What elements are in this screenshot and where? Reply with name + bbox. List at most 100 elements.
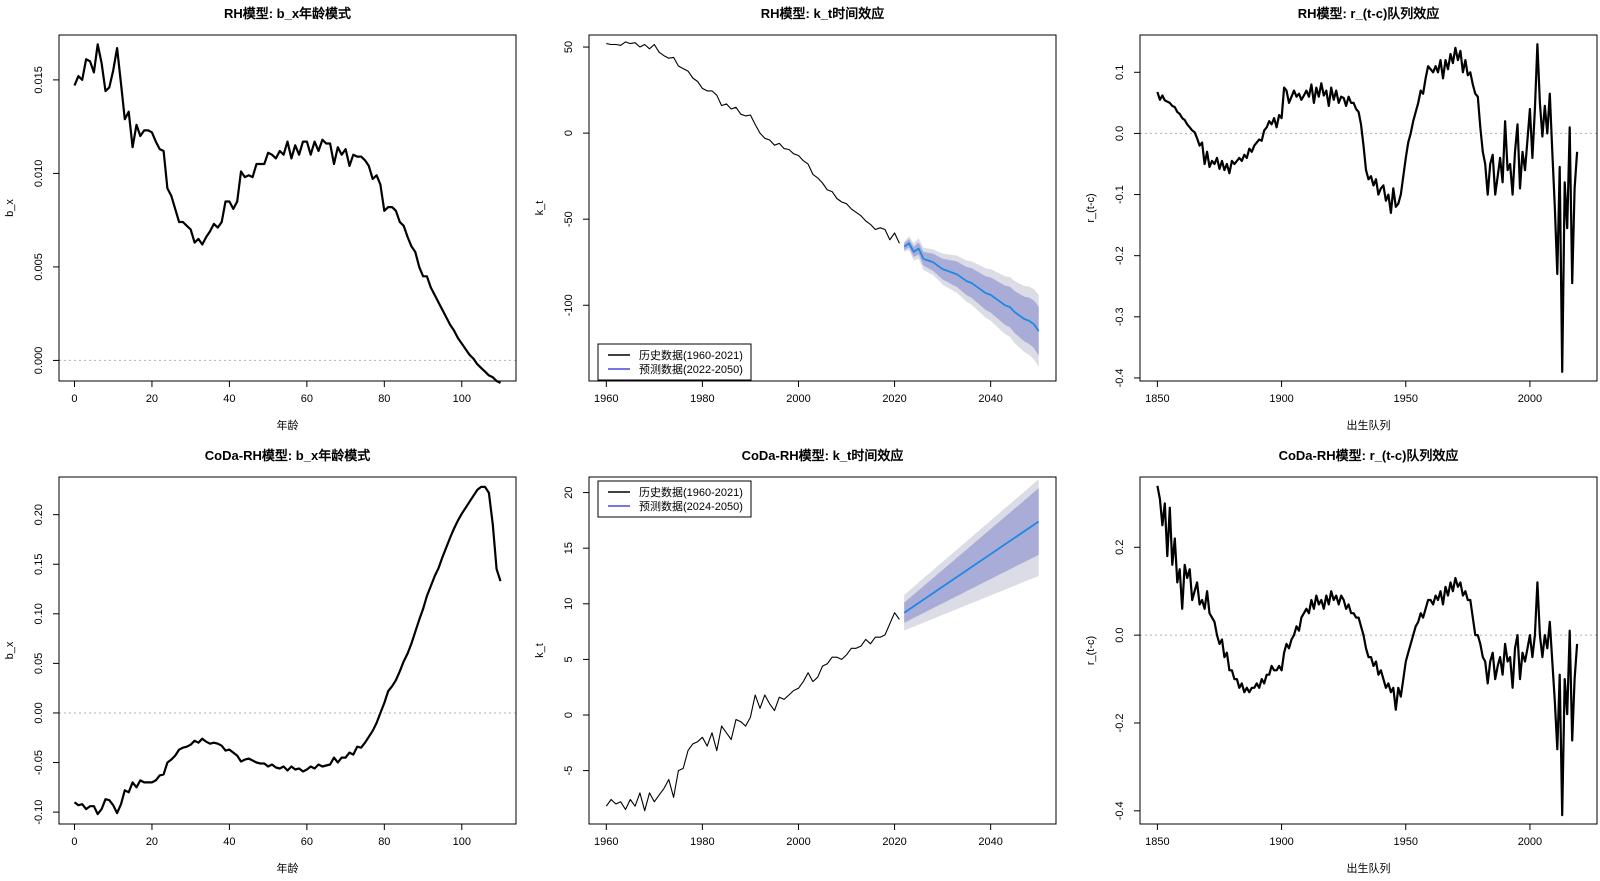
x-axis-label: 出生队列 <box>1347 418 1391 432</box>
chart-title: RH模型: k_t时间效应 <box>761 6 885 21</box>
x-tick-label: 2000 <box>1518 836 1542 848</box>
y-tick-label: -0.2 <box>1114 713 1126 732</box>
y-tick-label: 15 <box>563 542 575 554</box>
x-tick-label: 2000 <box>786 836 810 848</box>
y-tick-label: 5 <box>563 656 575 662</box>
series-line <box>73 485 502 816</box>
x-tick-label: 40 <box>223 836 235 848</box>
panel-2: RH模型: k_t时间效应 1960 1980 2000 2020 2040 -100 -50… <box>534 6 1057 405</box>
x-tick-label: 60 <box>301 393 313 405</box>
x-tick-label: 40 <box>223 393 235 405</box>
y-tick-label: -0.4 <box>1114 801 1126 820</box>
x-tick-label: 100 <box>453 836 471 848</box>
y-tick-label: 20 <box>563 486 575 498</box>
x-tick-label: 1900 <box>1269 393 1293 405</box>
history-line <box>605 612 900 812</box>
y-axis-label: k_t <box>534 201 546 216</box>
x-axis-label: 年龄 <box>277 418 299 432</box>
y-tick-label: 0.00 <box>33 702 45 723</box>
x-tick-label: 2040 <box>978 393 1002 405</box>
y-tick-label: 0 <box>563 130 575 136</box>
x-tick-label: 2000 <box>1518 393 1542 405</box>
y-axis-label: r_(t-c) <box>1085 193 1097 222</box>
legend-label: 预测数据(2022-2050) <box>639 362 743 376</box>
y-axis-label: b_x <box>4 641 16 659</box>
y-tick-label: 0.10 <box>33 603 45 624</box>
x-tick-label: 1980 <box>690 393 714 405</box>
y-tick-label: 0.1 <box>1114 65 1126 80</box>
series-line <box>1156 43 1579 373</box>
series-line <box>1156 485 1579 817</box>
x-axis-label: 出生队列 <box>1347 861 1391 875</box>
y-tick-label: 10 <box>563 598 575 610</box>
y-tick-label: -50 <box>563 211 575 227</box>
chart-title: CoDa-RH模型: r_(t-c)队列效应 <box>1279 448 1459 463</box>
x-tick-label: 20 <box>146 836 158 848</box>
history-line <box>606 41 900 244</box>
legend-label: 历史数据(1960-2021) <box>639 485 743 499</box>
panel-3: RH模型: r_(t-c)队列效应 1850 1900 1950 2000 -0.4 -0.… <box>1085 6 1598 432</box>
x-tick-label: 2020 <box>882 393 906 405</box>
plot-frame <box>1139 34 1598 382</box>
series-line <box>73 43 501 384</box>
plot-frame <box>58 476 517 825</box>
x-tick-label: 2020 <box>882 836 906 848</box>
y-tick-label: 0.2 <box>1114 540 1126 555</box>
y-tick-label: 0.20 <box>33 504 45 525</box>
chart-title: CoDa-RH模型: b_x年龄模式 <box>205 448 370 463</box>
chart-title: RH模型: r_(t-c)队列效应 <box>1298 6 1440 21</box>
x-tick-label: 2040 <box>978 836 1002 848</box>
y-axis-label: r_(t-c) <box>1085 636 1097 665</box>
legend-box <box>597 480 752 518</box>
plot-frame <box>1139 476 1598 825</box>
panel-1: RH模型: b_x年龄模式 0 20 40 60 80 100 0.000 0.005 0.010… <box>4 6 517 432</box>
legend-label: 预测数据(2024-2050) <box>639 499 743 513</box>
forecast-line <box>903 520 1040 614</box>
y-axis-label: k_t <box>534 643 546 658</box>
y-tick-label: -5 <box>563 766 575 776</box>
y-tick-label: -0.2 <box>1114 246 1126 265</box>
x-tick-label: 100 <box>453 393 471 405</box>
x-tick-label: 1850 <box>1145 836 1169 848</box>
legend-label: 历史数据(1960-2021) <box>639 348 743 362</box>
x-tick-label: 1950 <box>1394 836 1418 848</box>
x-axis-label: 年龄 <box>277 861 299 875</box>
panel-5: CoDa-RH模型: k_t时间效应 1960 1980 2000 2020 2040 -5… <box>534 448 1057 848</box>
plot-frame <box>58 34 517 382</box>
y-tick-label: 0.000 <box>33 347 45 375</box>
x-tick-label: 2000 <box>786 393 810 405</box>
x-tick-label: 0 <box>71 393 77 405</box>
plot-frame <box>588 476 1057 825</box>
x-tick-label: 1960 <box>594 393 618 405</box>
forecast-interval-80 <box>904 238 1039 356</box>
y-tick-label: 0.05 <box>33 653 45 674</box>
y-tick-label: -0.10 <box>33 800 45 825</box>
y-tick-label: 0 <box>563 712 575 718</box>
y-tick-label: -0.3 <box>1114 307 1126 326</box>
y-tick-label: -0.05 <box>33 750 45 775</box>
y-tick-label: 0.015 <box>33 66 45 94</box>
legend-box <box>597 343 752 381</box>
y-tick-label: -100 <box>563 294 575 316</box>
x-tick-label: 1950 <box>1394 393 1418 405</box>
y-tick-label: 0.15 <box>33 554 45 575</box>
x-tick-label: 0 <box>71 836 77 848</box>
chart-title: RH模型: b_x年龄模式 <box>224 6 351 21</box>
x-tick-label: 1960 <box>594 836 618 848</box>
y-tick-label: 50 <box>563 41 575 53</box>
chart-title: CoDa-RH模型: k_t时间效应 <box>742 448 904 463</box>
y-tick-label: -0.1 <box>1114 185 1126 204</box>
plot-frame <box>588 34 1057 382</box>
x-tick-label: 80 <box>378 393 390 405</box>
y-axis-label: b_x <box>4 199 16 217</box>
y-tick-label: 0.010 <box>33 160 45 188</box>
x-tick-label: 20 <box>146 393 158 405</box>
x-tick-label: 1980 <box>690 836 714 848</box>
x-tick-label: 1850 <box>1145 393 1169 405</box>
x-tick-label: 80 <box>378 836 390 848</box>
forecast-line <box>903 242 1040 332</box>
panel-4: CoDa-RH模型: b_x年龄模式 0 20 40 60 80 100 -0.10 -0.05… <box>4 448 517 875</box>
y-tick-label: 0.0 <box>1114 126 1126 141</box>
x-tick-label: 60 <box>301 836 313 848</box>
